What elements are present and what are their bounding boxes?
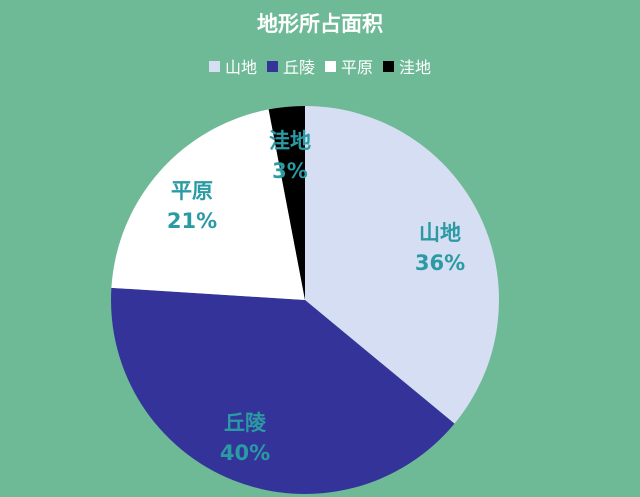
pie-slice-洼地 [268,106,305,300]
data-label-percent: 40% [220,441,270,465]
legend-item: 丘陵 [266,54,315,78]
legend-item: 平原 [325,54,373,78]
data-label-category: 平原 [171,179,213,203]
legend-swatch [383,60,395,72]
data-label-category: 山地 [419,221,461,245]
data-label-percent: 21% [167,209,217,233]
chart-title: 地形所占面积 [257,12,383,36]
legend-label: 山地 [224,58,257,77]
pie-slice-山地 [305,106,499,424]
data-label-percent: 3% [272,159,308,183]
legend-item: 洼地 [383,54,431,78]
data-label-category: 洼地 [269,129,311,153]
pie-slice-丘陵 [111,287,455,495]
legend-label: 洼地 [399,58,432,77]
legend: 山地 丘陵 平原 洼地 [0,54,640,78]
legend-swatch [325,60,336,72]
legend-item: 山地 [208,54,257,78]
legend-swatch [208,60,220,72]
legend-label: 平原 [341,58,374,77]
legend-label: 丘陵 [282,58,315,77]
legend-swatch [266,60,278,72]
data-label-percent: 36% [415,251,465,275]
pie-slice-平原 [111,109,305,300]
data-label-category: 丘陵 [224,411,267,435]
